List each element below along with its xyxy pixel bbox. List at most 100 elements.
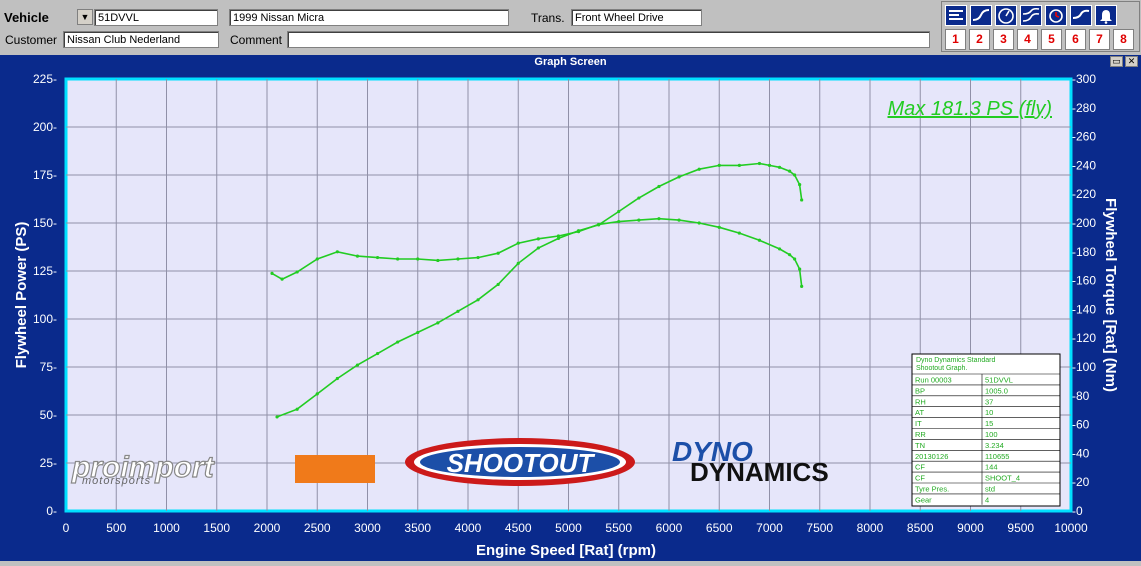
- torque-point: [476, 255, 480, 260]
- torque-point: [697, 221, 701, 225]
- info-row-value: std: [985, 485, 995, 494]
- curve-overlay-button[interactable]: [1070, 5, 1092, 26]
- window-title: Graph Screen: [0, 55, 1141, 69]
- x-tick-label: 2500: [304, 521, 331, 535]
- curves-button[interactable]: [1020, 5, 1042, 26]
- y2-tick-labels: -0 -20 -40 -60 -80 -100 -120 -140 -160 -180 -200 -2…: [1072, 72, 1096, 518]
- torque-point: [677, 218, 681, 222]
- x-tick-label: 9000: [957, 521, 984, 535]
- torque-point: [270, 271, 274, 275]
- x-tick-label: 1000: [153, 521, 180, 535]
- torque-point: [757, 238, 762, 242]
- gauge-button[interactable]: [995, 5, 1017, 26]
- info-row-key: 20130126: [915, 452, 948, 461]
- info-table-title-2: Shootout Graph.: [916, 365, 967, 372]
- y2-tick-label: -220: [1072, 187, 1096, 201]
- number-button-2[interactable]: 2: [969, 29, 990, 50]
- y-tick-label: 0-: [46, 504, 57, 518]
- number-button-8[interactable]: 8: [1113, 29, 1134, 50]
- info-row-value: 37: [985, 397, 993, 406]
- vehicle-header: Vehicle ▼ 51DVVL 1999 Nissan Micra Trans…: [0, 0, 1141, 53]
- power-point: [556, 236, 561, 240]
- power-curve-icon: [972, 9, 990, 21]
- x-tick-label: 10000: [1054, 521, 1088, 535]
- x-tick-label: 500: [106, 521, 126, 535]
- info-row-key: AT: [915, 408, 924, 417]
- power-point: [536, 246, 540, 250]
- alarm-clock-button[interactable]: [1045, 5, 1067, 26]
- proimport-logo-text: proimport: [71, 451, 216, 484]
- torque-point: [657, 217, 661, 221]
- y2-tick-label: -0: [1072, 504, 1083, 518]
- x-tick-label: 3000: [354, 521, 381, 535]
- info-row-value: 10: [985, 408, 993, 417]
- torque-point: [617, 219, 621, 224]
- power-point: [657, 184, 661, 189]
- x-tick-label: 0: [63, 521, 70, 535]
- y-tick-label: 225-: [33, 72, 57, 86]
- torque-point: [295, 270, 299, 274]
- power-point: [436, 321, 440, 325]
- info-row-value: 4: [985, 495, 989, 504]
- list-button[interactable]: [945, 5, 967, 26]
- info-row-key: IT: [915, 419, 922, 428]
- y2-tick-label: -140: [1072, 302, 1096, 316]
- x-tick-label: 4000: [455, 521, 482, 535]
- number-button-5[interactable]: 5: [1041, 29, 1062, 50]
- trans-field[interactable]: Front Wheel Drive: [571, 9, 702, 26]
- x-tick-label: 6500: [706, 521, 733, 535]
- comment-field[interactable]: [287, 31, 930, 48]
- info-row-key: BP: [915, 386, 925, 395]
- power-point: [800, 198, 804, 202]
- number-button-4[interactable]: 4: [1017, 29, 1038, 50]
- y2-tick-label: -80: [1072, 389, 1090, 403]
- torque-point: [516, 241, 520, 245]
- x-tick-label: 7500: [806, 521, 833, 535]
- customer-label: Customer: [5, 33, 58, 47]
- y2-tick-label: -20: [1072, 475, 1090, 489]
- torque-point: [737, 231, 741, 235]
- torque-point: [798, 267, 802, 271]
- power-point: [798, 183, 802, 187]
- info-table: Dyno Dynamics Standard Shootout Graph. R…: [911, 353, 1061, 507]
- y-tick-label: 150-: [33, 216, 57, 230]
- close-button[interactable]: ✕: [1125, 56, 1138, 67]
- number-button-6[interactable]: 6: [1065, 29, 1086, 50]
- info-row-value: 1005.0: [985, 386, 1008, 395]
- close-icon: ✕: [1127, 56, 1136, 66]
- x-tick-label: 1500: [203, 521, 230, 535]
- torque-point: [315, 257, 319, 261]
- bell-button[interactable]: [1095, 5, 1117, 26]
- power-point: [355, 363, 360, 367]
- torque-point: [556, 234, 561, 238]
- comment-label: Comment: [230, 33, 283, 47]
- y2-axis-label: Flywheel Torque [Rat] (Nm): [1102, 198, 1119, 392]
- y2-tick-label: -260: [1072, 130, 1096, 144]
- y-tick-label: 125-: [33, 264, 57, 278]
- power-point: [777, 165, 782, 169]
- torque-point: [793, 257, 797, 261]
- number-button-3[interactable]: 3: [993, 29, 1014, 50]
- gauge-icon: [998, 8, 1014, 24]
- y2-tick-label: -180: [1072, 245, 1096, 259]
- customer-field[interactable]: Nissan Club Nederland: [63, 31, 219, 48]
- vehicle-name-field[interactable]: 1999 Nissan Micra: [229, 9, 509, 26]
- vehicle-dropdown-button[interactable]: ▼: [77, 9, 93, 25]
- x-tick-labels: 0 500 1000 1500 2000 2500 3000 3500 4000 4500 5000…: [63, 521, 1088, 535]
- torque-point: [717, 225, 721, 229]
- number-button-7[interactable]: 7: [1089, 29, 1110, 50]
- power-curve-button[interactable]: [970, 5, 992, 26]
- torque-point: [576, 230, 581, 234]
- torque-point: [375, 255, 380, 260]
- power-point: [767, 163, 772, 167]
- vehicle-id-field[interactable]: 51DVVL: [94, 9, 218, 26]
- x-tick-label: 5500: [605, 521, 632, 535]
- torque-point: [416, 257, 420, 261]
- number-button-1[interactable]: 1: [945, 29, 966, 50]
- y2-tick-label: -240: [1072, 158, 1096, 172]
- x-tick-label: 7000: [756, 521, 783, 535]
- info-row-key: Run 00003: [915, 376, 952, 385]
- max-power-annotation: Max 181.3 PS (fly): [887, 98, 1052, 120]
- graph-panel: 0 500 1000 1500 2000 2500 3000 3500 4000 4500 5000…: [0, 69, 1141, 561]
- restore-button[interactable]: ▭: [1110, 56, 1123, 67]
